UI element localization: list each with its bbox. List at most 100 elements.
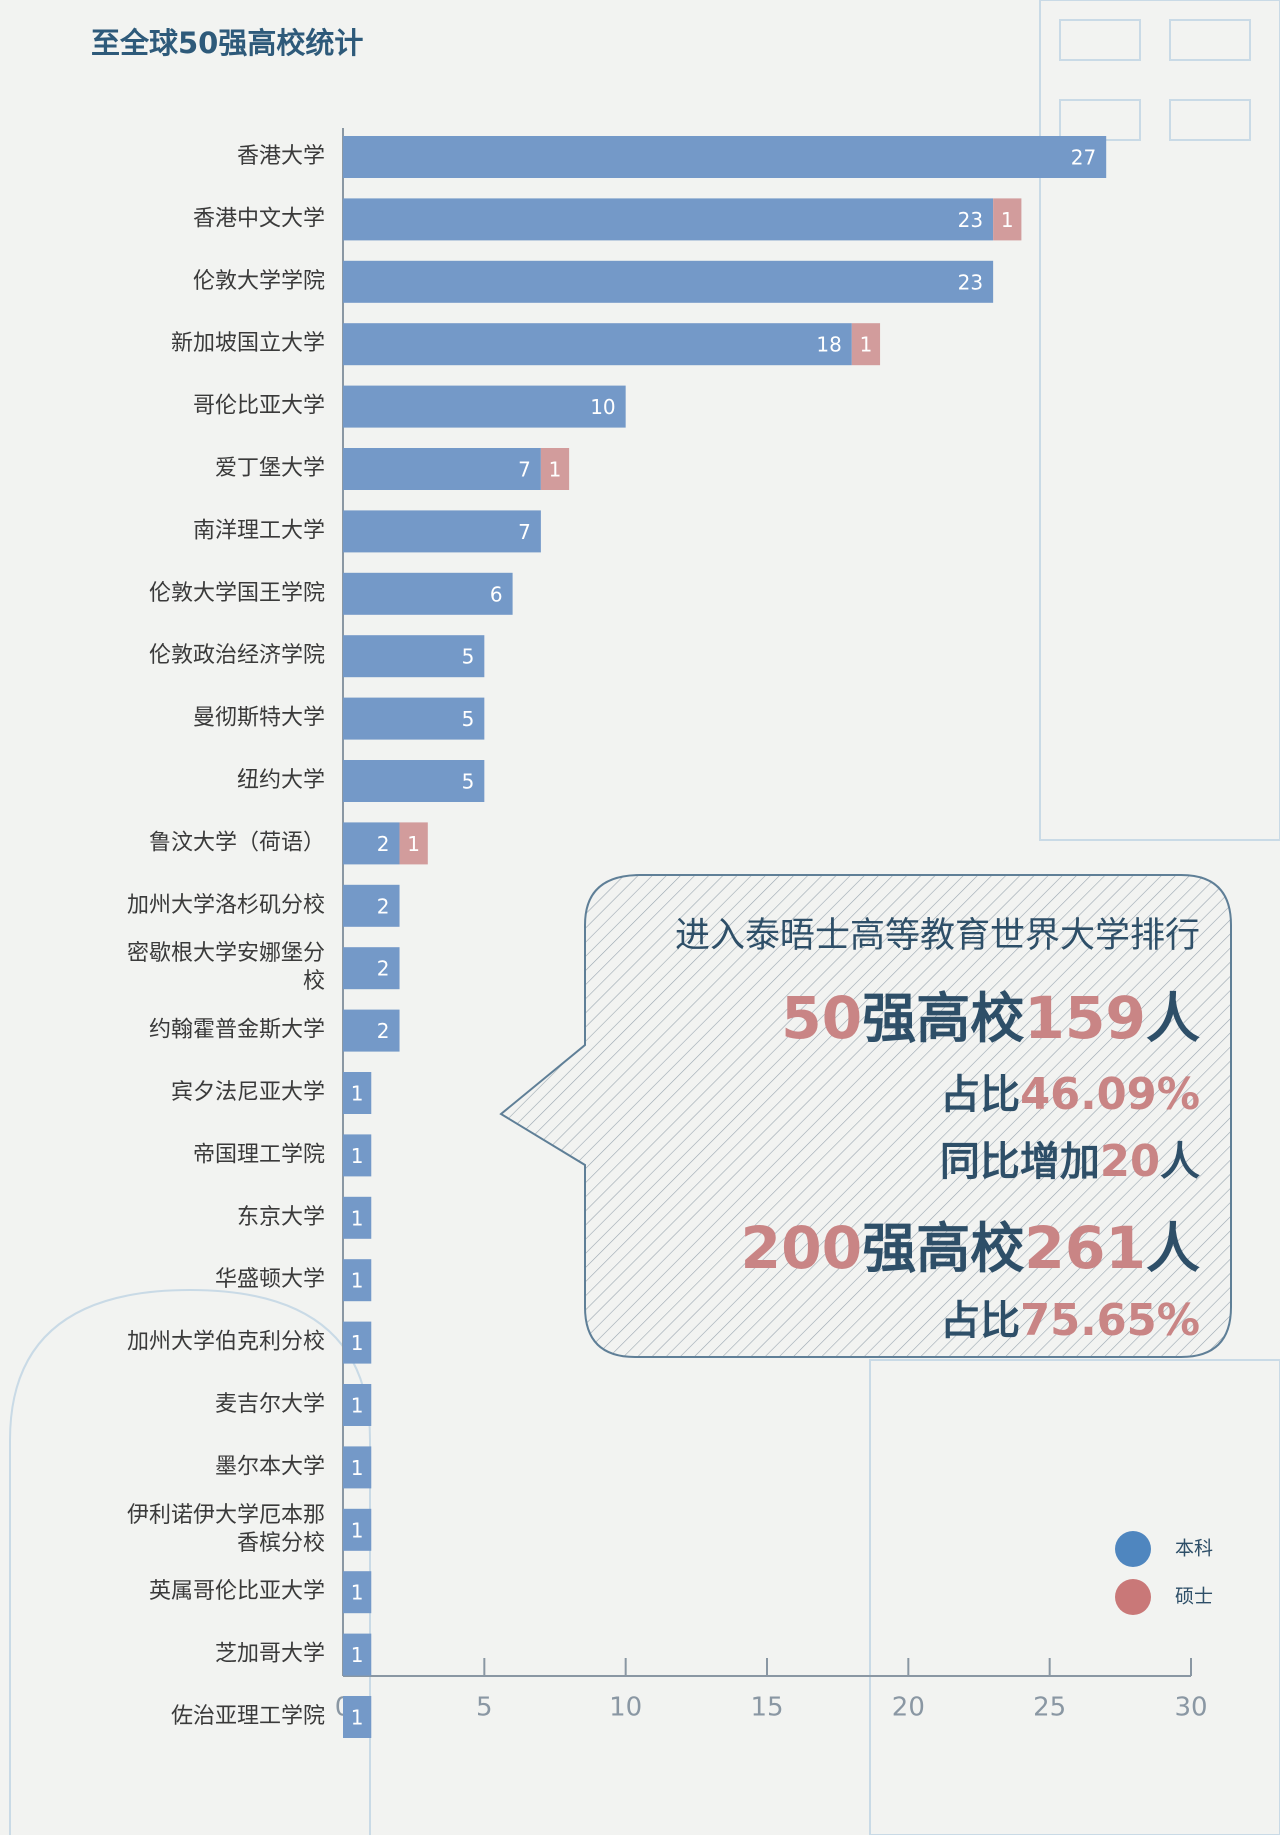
value-label: 1 (860, 333, 873, 357)
value-label: 1 (351, 1518, 364, 1542)
y-tick-label: 香港大学 (237, 144, 325, 169)
callout-heading: 进入泰晤士高等教育世界大学排行 (675, 916, 1200, 956)
callout-segment: 强高校 (862, 1217, 1024, 1280)
callout-segment: 261 (1024, 1214, 1146, 1282)
callout-box (499, 874, 1232, 1358)
bar (343, 884, 400, 927)
callout-segment: 人 (1146, 987, 1200, 1050)
value-label: 23 (958, 270, 983, 294)
bar (343, 822, 400, 865)
y-tick-label: 香港中文大学 (193, 206, 325, 231)
x-tick-label: 25 (1033, 1693, 1066, 1723)
value-label: 7 (518, 520, 531, 544)
value-label: 10 (590, 395, 615, 419)
bar (343, 1384, 372, 1426)
value-label: 1 (351, 1394, 364, 1418)
bar (343, 323, 852, 366)
bar (343, 136, 1107, 178)
value-label: 27 (1071, 146, 1096, 170)
bar (343, 1446, 372, 1489)
bar (343, 1508, 372, 1551)
callout-line: 占比75.65% (940, 1296, 1200, 1346)
y-tick-label: 爱丁堡大学 (215, 456, 325, 481)
bar (343, 1571, 372, 1614)
callout-segment: 159 (1024, 984, 1146, 1052)
bar (343, 260, 994, 303)
value-label: 23 (958, 208, 983, 232)
bar (343, 448, 541, 490)
y-tick-label: 约翰霍普金斯大学 (149, 1018, 325, 1043)
bar (343, 1696, 372, 1738)
callout-line: 同比增加20人 (940, 1137, 1200, 1187)
bar (993, 198, 1022, 241)
y-tick-label: 伦敦政治经济学院 (149, 643, 325, 668)
bar (343, 947, 400, 990)
value-label: 1 (351, 1643, 364, 1667)
callout-segment: 同比增加 (940, 1139, 1100, 1185)
callout-segment: 人 (1146, 1217, 1200, 1280)
value-label: 1 (351, 1331, 364, 1355)
callout-segment: 占比 (940, 1072, 1020, 1118)
callout-segment: 人 (1160, 1139, 1200, 1185)
bar (343, 1009, 400, 1052)
callout-line: 50强高校159人 (781, 984, 1200, 1052)
x-tick-label: 5 (476, 1693, 493, 1723)
y-tick-label: 芝加哥大学 (215, 1642, 325, 1667)
callout-segment: 75.65% (1020, 1296, 1200, 1346)
y-tick-label: 曼彻斯特大学 (193, 706, 325, 731)
bar (343, 385, 626, 428)
value-label: 1 (351, 1082, 364, 1106)
callout-segment: 50 (781, 984, 862, 1052)
value-label: 1 (549, 458, 562, 482)
x-tick-label: 10 (609, 1693, 642, 1723)
callout-segment: 20 (1100, 1137, 1160, 1187)
bar (343, 1072, 372, 1114)
y-tick-label: 东京大学 (237, 1205, 325, 1230)
callout-line: 200强高校261人 (741, 1214, 1200, 1282)
value-label: 18 (816, 333, 841, 357)
bar (343, 1134, 372, 1177)
y-tick-label: 新加坡国立大学 (171, 331, 325, 356)
y-tick-label: 哥伦比亚大学 (193, 394, 325, 419)
legend-marker (1115, 1579, 1151, 1615)
y-tick-label: 加州大学伯克利分校 (127, 1330, 325, 1355)
callout-segment: 46.09% (1020, 1070, 1200, 1120)
bar (851, 323, 881, 366)
x-tick-label: 15 (750, 1693, 783, 1723)
bar (343, 572, 513, 615)
bar (343, 1259, 372, 1302)
y-tick-label: 伦敦大学学院 (193, 269, 325, 294)
callout-line: 占比46.09% (940, 1070, 1200, 1120)
legend-label: 硕士 (1175, 1586, 1213, 1608)
legend-label: 本科 (1175, 1538, 1213, 1560)
callout-segment: 占比 (940, 1298, 1020, 1344)
bar (343, 635, 485, 678)
value-label: 1 (351, 1456, 364, 1480)
y-tick-label: 纽约大学 (237, 768, 325, 793)
value-label: 7 (518, 458, 531, 482)
callout-segment: 强高校 (862, 987, 1024, 1050)
y-tick-label: 南洋理工大学 (193, 518, 325, 543)
value-label: 2 (377, 894, 390, 918)
value-label: 1 (351, 1269, 364, 1293)
chart-title: 至全球50强高校统计 (91, 26, 363, 60)
y-tick-label: 伦敦大学国王学院 (149, 581, 325, 606)
callout (499, 874, 1232, 1358)
bar (540, 448, 570, 490)
y-tick-label: 麦吉尔大学 (215, 1392, 325, 1417)
x-tick-label: 30 (1174, 1693, 1207, 1723)
y-tick-label: 宾夕法尼亚大学 (171, 1080, 325, 1105)
value-label: 1 (351, 1581, 364, 1605)
value-label: 5 (462, 707, 475, 731)
callout-segment: 200 (741, 1214, 863, 1282)
bar (399, 822, 428, 865)
bar (343, 198, 994, 241)
bar (343, 510, 541, 553)
value-label: 1 (1001, 208, 1014, 232)
bar (343, 1633, 372, 1676)
x-tick-label: 20 (892, 1693, 925, 1723)
bar (343, 760, 485, 802)
value-label: 5 (462, 645, 475, 669)
y-tick-label: 伊利诺伊大学厄本那香槟分校 (127, 1503, 325, 1556)
